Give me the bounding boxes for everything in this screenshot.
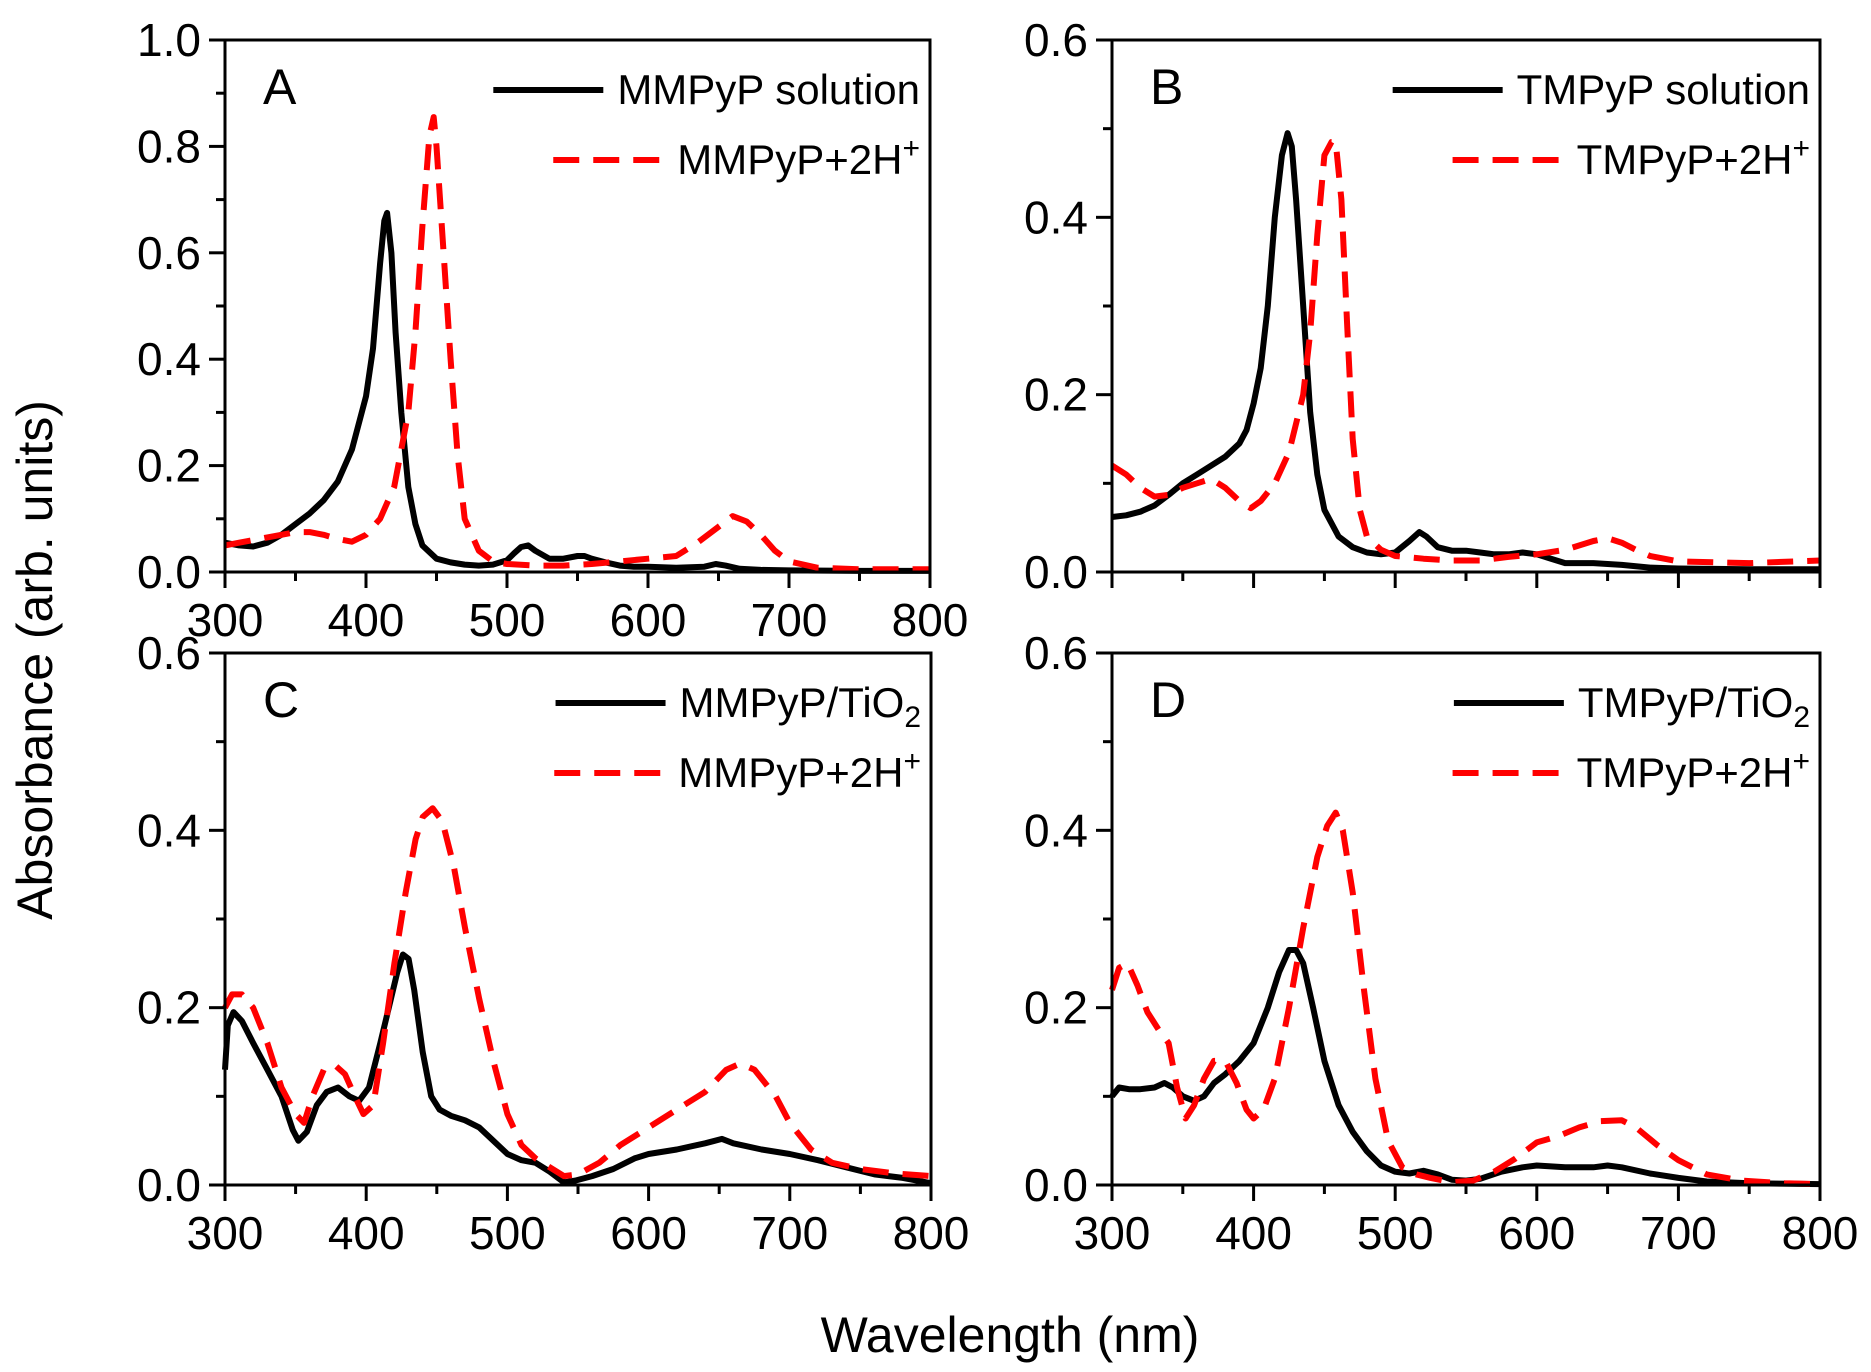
legend-text-superscript: + xyxy=(1792,745,1810,778)
panel-b-plot-frame xyxy=(1110,38,1822,574)
panel-b-series-0-line xyxy=(1111,130,1820,573)
legend-text-main: TMPyP+2H xyxy=(1577,749,1793,796)
panel-a-series-1-line xyxy=(224,114,930,573)
panel-c-x-tick-label: 400 xyxy=(328,1207,405,1259)
panel-a-y-tick-label: 0.6 xyxy=(137,227,201,279)
panel-d-x-tick-label: 800 xyxy=(1782,1207,1859,1259)
panel-d-y-tick-label: 0.0 xyxy=(1024,1159,1088,1211)
panel-c: 300 400 500 600 700 800 0.0 0.2 0.4 0.6 C MMPyP/TiO… xyxy=(137,627,969,1259)
panel-b: 0.0 0.2 0.4 0.6 B TMPyP solution TMPyP+2H+ xyxy=(1024,14,1822,598)
panel-a-x-tick-label: 300 xyxy=(187,594,264,646)
panel-d-series-1-line xyxy=(1109,809,1821,1188)
legend-text-superscript: + xyxy=(903,745,921,778)
panel-c-x-tick-label: 500 xyxy=(469,1207,546,1259)
legend-text-subscript: 2 xyxy=(1793,701,1810,734)
panel-d-x-tick-label: 400 xyxy=(1215,1207,1292,1259)
panel-c-plot-frame xyxy=(223,651,933,1187)
panel-a-y-tick-label: 1.0 xyxy=(137,14,201,66)
legend-text-main: TMPyP+2H xyxy=(1577,136,1793,183)
panel-a-y-tick-label: 0.4 xyxy=(137,333,201,385)
legend-text-main: TMPyP/TiO xyxy=(1578,679,1793,726)
panel-d-legend-label-1: TMPyP+2H+ xyxy=(1577,745,1810,796)
panel-c-x-tick-label: 300 xyxy=(187,1207,264,1259)
legend-text-main: TMPyP solution xyxy=(1517,66,1810,113)
panel-d-y-tick-label: 0.4 xyxy=(1024,804,1088,856)
legend-text-superscript: + xyxy=(902,132,920,165)
panel-a-y-tick-label: 0.2 xyxy=(137,440,201,492)
panel-b-y-tick-label: 0.2 xyxy=(1024,369,1088,421)
panel-a-x-tick-label: 800 xyxy=(892,594,969,646)
panel-c-series-1-line xyxy=(222,805,932,1180)
legend-text-subscript: 2 xyxy=(904,701,921,734)
panel-a: 300 400 500 600 700 800 0.0 0.2 0.4 0.6 0.8 1.0 A MMP… xyxy=(137,14,968,646)
panel-c-x-tick-label: 800 xyxy=(893,1207,970,1259)
panel-d: 300 400 500 600 700 800 0.0 0.2 0.4 0.6 D TMPyP/TiO… xyxy=(1024,627,1858,1259)
panel-a-x-tick-label: 600 xyxy=(610,594,687,646)
panel-a-x-tick-label: 400 xyxy=(328,594,405,646)
panel-b-y-tick-label: 0.6 xyxy=(1024,14,1088,66)
panel-d-y-tick-label: 0.2 xyxy=(1024,982,1088,1034)
legend-text-main: MMPyP/TiO xyxy=(680,679,905,726)
panel-b-letter: B xyxy=(1150,59,1183,115)
panel-d-legend-label-0: TMPyP/TiO2 xyxy=(1578,679,1810,734)
panel-b-series-1-line xyxy=(1110,139,1821,567)
panel-b-legend-label-0: TMPyP solution xyxy=(1517,66,1810,113)
legend-text-superscript: + xyxy=(1792,132,1810,165)
panel-c-legend-label-0: MMPyP/TiO2 xyxy=(680,679,921,734)
panel-c-letter: C xyxy=(263,672,299,728)
panel-a-y-tick-label: 0.0 xyxy=(137,546,201,598)
panel-d-x-tick-label: 600 xyxy=(1498,1207,1575,1259)
panel-c-x-tick-label: 700 xyxy=(751,1207,828,1259)
panel-d-x-tick-label: 700 xyxy=(1640,1207,1717,1259)
panel-c-y-tick-label: 0.0 xyxy=(137,1159,201,1211)
legend-text-main: MMPyP+2H xyxy=(677,136,902,183)
panel-b-y-tick-label: 0.4 xyxy=(1024,191,1088,243)
panel-c-legend-label-1: MMPyP+2H+ xyxy=(678,745,921,796)
panel-d-letter: D xyxy=(1150,672,1186,728)
panel-c-y-tick-label: 0.6 xyxy=(137,627,201,679)
panel-b-y-tick-label: 0.0 xyxy=(1024,546,1088,598)
panel-d-y-tick-label: 0.6 xyxy=(1024,627,1088,679)
panel-a-legend-label-0: MMPyP solution xyxy=(617,66,920,113)
panel-d-x-tick-label: 500 xyxy=(1357,1207,1434,1259)
legend-text-main: MMPyP+2H xyxy=(678,749,903,796)
panel-d-series-0-line xyxy=(1109,947,1821,1188)
x-axis-title: Wavelength (nm) xyxy=(821,1307,1200,1363)
panel-a-y-tick-label: 0.8 xyxy=(137,120,201,172)
panel-a-x-tick-label: 700 xyxy=(751,594,828,646)
panel-b-legend-label-1: TMPyP+2H+ xyxy=(1577,132,1810,183)
panel-c-series-0-line xyxy=(222,951,932,1187)
panel-c-y-tick-label: 0.4 xyxy=(137,804,201,856)
panel-d-plot-frame xyxy=(1110,651,1822,1187)
panel-a-letter: A xyxy=(263,59,297,115)
panel-a-x-tick-label: 500 xyxy=(469,594,546,646)
panel-a-series-0-line xyxy=(224,209,930,574)
legend-text-main: MMPyP solution xyxy=(617,66,920,113)
y-axis-title: Absorbance (arb. units) xyxy=(7,400,63,920)
panel-d-x-tick-label: 300 xyxy=(1074,1207,1151,1259)
panel-a-legend-label-1: MMPyP+2H+ xyxy=(677,132,920,183)
panel-c-y-tick-label: 0.2 xyxy=(137,982,201,1034)
panel-c-x-tick-label: 600 xyxy=(610,1207,687,1259)
chart-panels: 300 400 500 600 700 800 0.0 0.2 0.4 0.6 0.8 1.0 A MMP… xyxy=(137,14,1858,1259)
